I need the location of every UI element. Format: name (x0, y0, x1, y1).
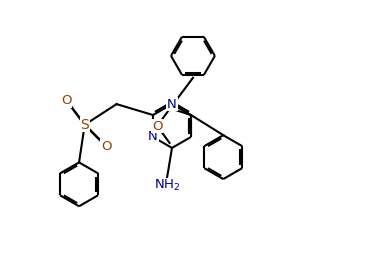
Text: O: O (101, 140, 111, 153)
Text: O: O (61, 94, 72, 107)
Text: S: S (80, 118, 89, 132)
Text: N: N (167, 98, 177, 111)
Text: O: O (152, 119, 162, 133)
Text: NH$_2$: NH$_2$ (154, 178, 180, 193)
Text: N: N (148, 130, 158, 144)
